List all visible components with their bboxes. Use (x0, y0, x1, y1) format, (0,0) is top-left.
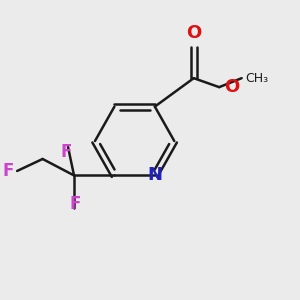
Text: O: O (224, 78, 239, 96)
Text: O: O (186, 24, 201, 42)
Text: CH₃: CH₃ (245, 72, 268, 85)
Text: F: F (2, 162, 14, 180)
Text: F: F (70, 195, 81, 213)
Text: N: N (147, 167, 162, 184)
Text: F: F (61, 142, 72, 160)
